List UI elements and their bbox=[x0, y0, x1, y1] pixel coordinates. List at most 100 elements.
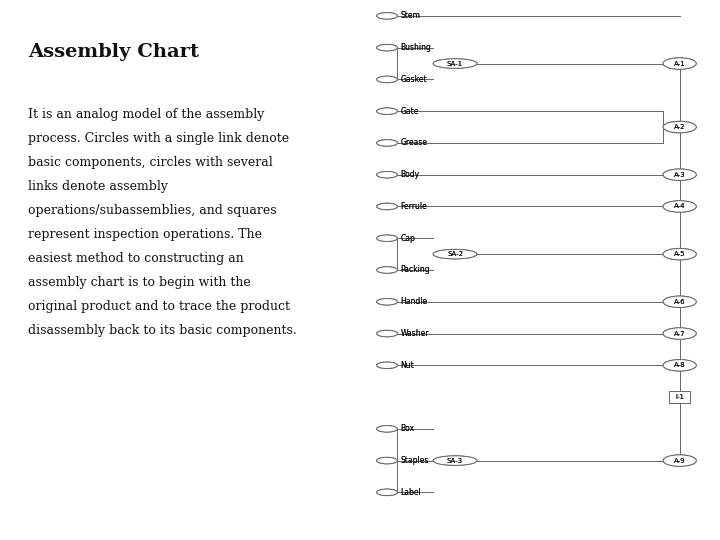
Text: A-1: A-1 bbox=[674, 60, 685, 66]
Text: I-1: I-1 bbox=[675, 394, 684, 400]
Ellipse shape bbox=[377, 457, 397, 464]
Ellipse shape bbox=[377, 457, 397, 464]
Ellipse shape bbox=[663, 58, 696, 69]
Text: Nut: Nut bbox=[400, 361, 414, 370]
Ellipse shape bbox=[663, 328, 696, 339]
Text: A-7: A-7 bbox=[674, 330, 685, 336]
Ellipse shape bbox=[663, 169, 696, 180]
Text: Box: Box bbox=[400, 424, 414, 433]
Ellipse shape bbox=[433, 249, 477, 259]
Text: A-5: A-5 bbox=[674, 251, 685, 257]
Ellipse shape bbox=[377, 44, 397, 51]
Text: Stem: Stem bbox=[400, 11, 420, 21]
Ellipse shape bbox=[377, 203, 397, 210]
Text: Cap: Cap bbox=[400, 234, 415, 243]
Ellipse shape bbox=[433, 249, 477, 259]
Text: Packing: Packing bbox=[400, 266, 430, 274]
Text: A-3: A-3 bbox=[674, 172, 685, 178]
Bar bbox=[670, 392, 690, 403]
Ellipse shape bbox=[377, 76, 397, 83]
Text: Body: Body bbox=[400, 170, 420, 179]
Text: SA-1: SA-1 bbox=[447, 60, 463, 66]
Ellipse shape bbox=[377, 76, 397, 83]
Ellipse shape bbox=[377, 330, 397, 337]
Ellipse shape bbox=[377, 108, 397, 114]
Ellipse shape bbox=[663, 122, 696, 133]
Ellipse shape bbox=[377, 267, 397, 273]
Text: I-1: I-1 bbox=[675, 394, 684, 400]
Ellipse shape bbox=[663, 360, 696, 371]
Text: A-9: A-9 bbox=[674, 457, 685, 463]
Text: A-3: A-3 bbox=[674, 172, 685, 178]
Text: Label: Label bbox=[400, 488, 421, 497]
Text: A-7: A-7 bbox=[674, 330, 685, 336]
Ellipse shape bbox=[377, 362, 397, 368]
Text: Packing: Packing bbox=[400, 266, 430, 274]
Ellipse shape bbox=[433, 456, 477, 465]
Ellipse shape bbox=[377, 299, 397, 305]
Text: Gate: Gate bbox=[400, 107, 419, 116]
Ellipse shape bbox=[377, 299, 397, 305]
Text: A-8: A-8 bbox=[674, 362, 685, 368]
Ellipse shape bbox=[663, 455, 696, 467]
Text: A-1: A-1 bbox=[674, 60, 685, 66]
Text: A-4: A-4 bbox=[674, 204, 685, 210]
Ellipse shape bbox=[377, 140, 397, 146]
Text: It is an analog model of the assembly
process. Circles with a single link denote: It is an analog model of the assembly pr… bbox=[28, 108, 297, 337]
Bar bbox=[670, 392, 690, 403]
Text: Staples: Staples bbox=[400, 456, 428, 465]
Ellipse shape bbox=[663, 248, 696, 260]
Text: Bushing: Bushing bbox=[400, 43, 431, 52]
Text: Ferrule: Ferrule bbox=[400, 202, 427, 211]
Ellipse shape bbox=[377, 203, 397, 210]
Ellipse shape bbox=[377, 489, 397, 496]
Ellipse shape bbox=[377, 12, 397, 19]
Ellipse shape bbox=[377, 267, 397, 273]
Text: Ferrule: Ferrule bbox=[400, 202, 427, 211]
Ellipse shape bbox=[377, 235, 397, 241]
Text: SA-2: SA-2 bbox=[447, 251, 463, 257]
Text: Washer: Washer bbox=[400, 329, 429, 338]
Text: Staples: Staples bbox=[400, 456, 428, 465]
Text: Assembly Chart: Assembly Chart bbox=[28, 43, 199, 61]
Text: Grease: Grease bbox=[400, 138, 428, 147]
Ellipse shape bbox=[377, 172, 397, 178]
Ellipse shape bbox=[377, 108, 397, 114]
Ellipse shape bbox=[377, 489, 397, 496]
Ellipse shape bbox=[663, 455, 696, 467]
Text: A-2: A-2 bbox=[674, 124, 685, 130]
Ellipse shape bbox=[663, 296, 696, 307]
Ellipse shape bbox=[663, 328, 696, 339]
Text: A-5: A-5 bbox=[674, 251, 685, 257]
Text: Bushing: Bushing bbox=[400, 43, 431, 52]
Ellipse shape bbox=[433, 59, 477, 68]
Text: SA-1: SA-1 bbox=[447, 60, 463, 66]
Ellipse shape bbox=[377, 44, 397, 51]
Ellipse shape bbox=[377, 172, 397, 178]
Text: Handle: Handle bbox=[400, 297, 428, 306]
Text: A-8: A-8 bbox=[674, 362, 685, 368]
Text: Gasket: Gasket bbox=[400, 75, 427, 84]
Text: SA-3: SA-3 bbox=[447, 457, 463, 463]
Text: A-6: A-6 bbox=[674, 299, 685, 305]
Ellipse shape bbox=[377, 140, 397, 146]
Ellipse shape bbox=[663, 122, 696, 133]
Text: A-2: A-2 bbox=[674, 124, 685, 130]
Ellipse shape bbox=[377, 426, 397, 432]
Text: SA-3: SA-3 bbox=[447, 457, 463, 463]
Ellipse shape bbox=[433, 59, 477, 68]
Text: Washer: Washer bbox=[400, 329, 429, 338]
Text: Body: Body bbox=[400, 170, 420, 179]
Text: Nut: Nut bbox=[400, 361, 414, 370]
Ellipse shape bbox=[377, 426, 397, 432]
Text: Box: Box bbox=[400, 424, 414, 433]
Text: A-9: A-9 bbox=[674, 457, 685, 463]
Ellipse shape bbox=[663, 201, 696, 212]
Text: Cap: Cap bbox=[400, 234, 415, 243]
Ellipse shape bbox=[377, 235, 397, 241]
Text: Gasket: Gasket bbox=[400, 75, 427, 84]
Ellipse shape bbox=[663, 248, 696, 260]
Ellipse shape bbox=[377, 362, 397, 368]
Text: Label: Label bbox=[400, 488, 421, 497]
Ellipse shape bbox=[663, 360, 696, 371]
